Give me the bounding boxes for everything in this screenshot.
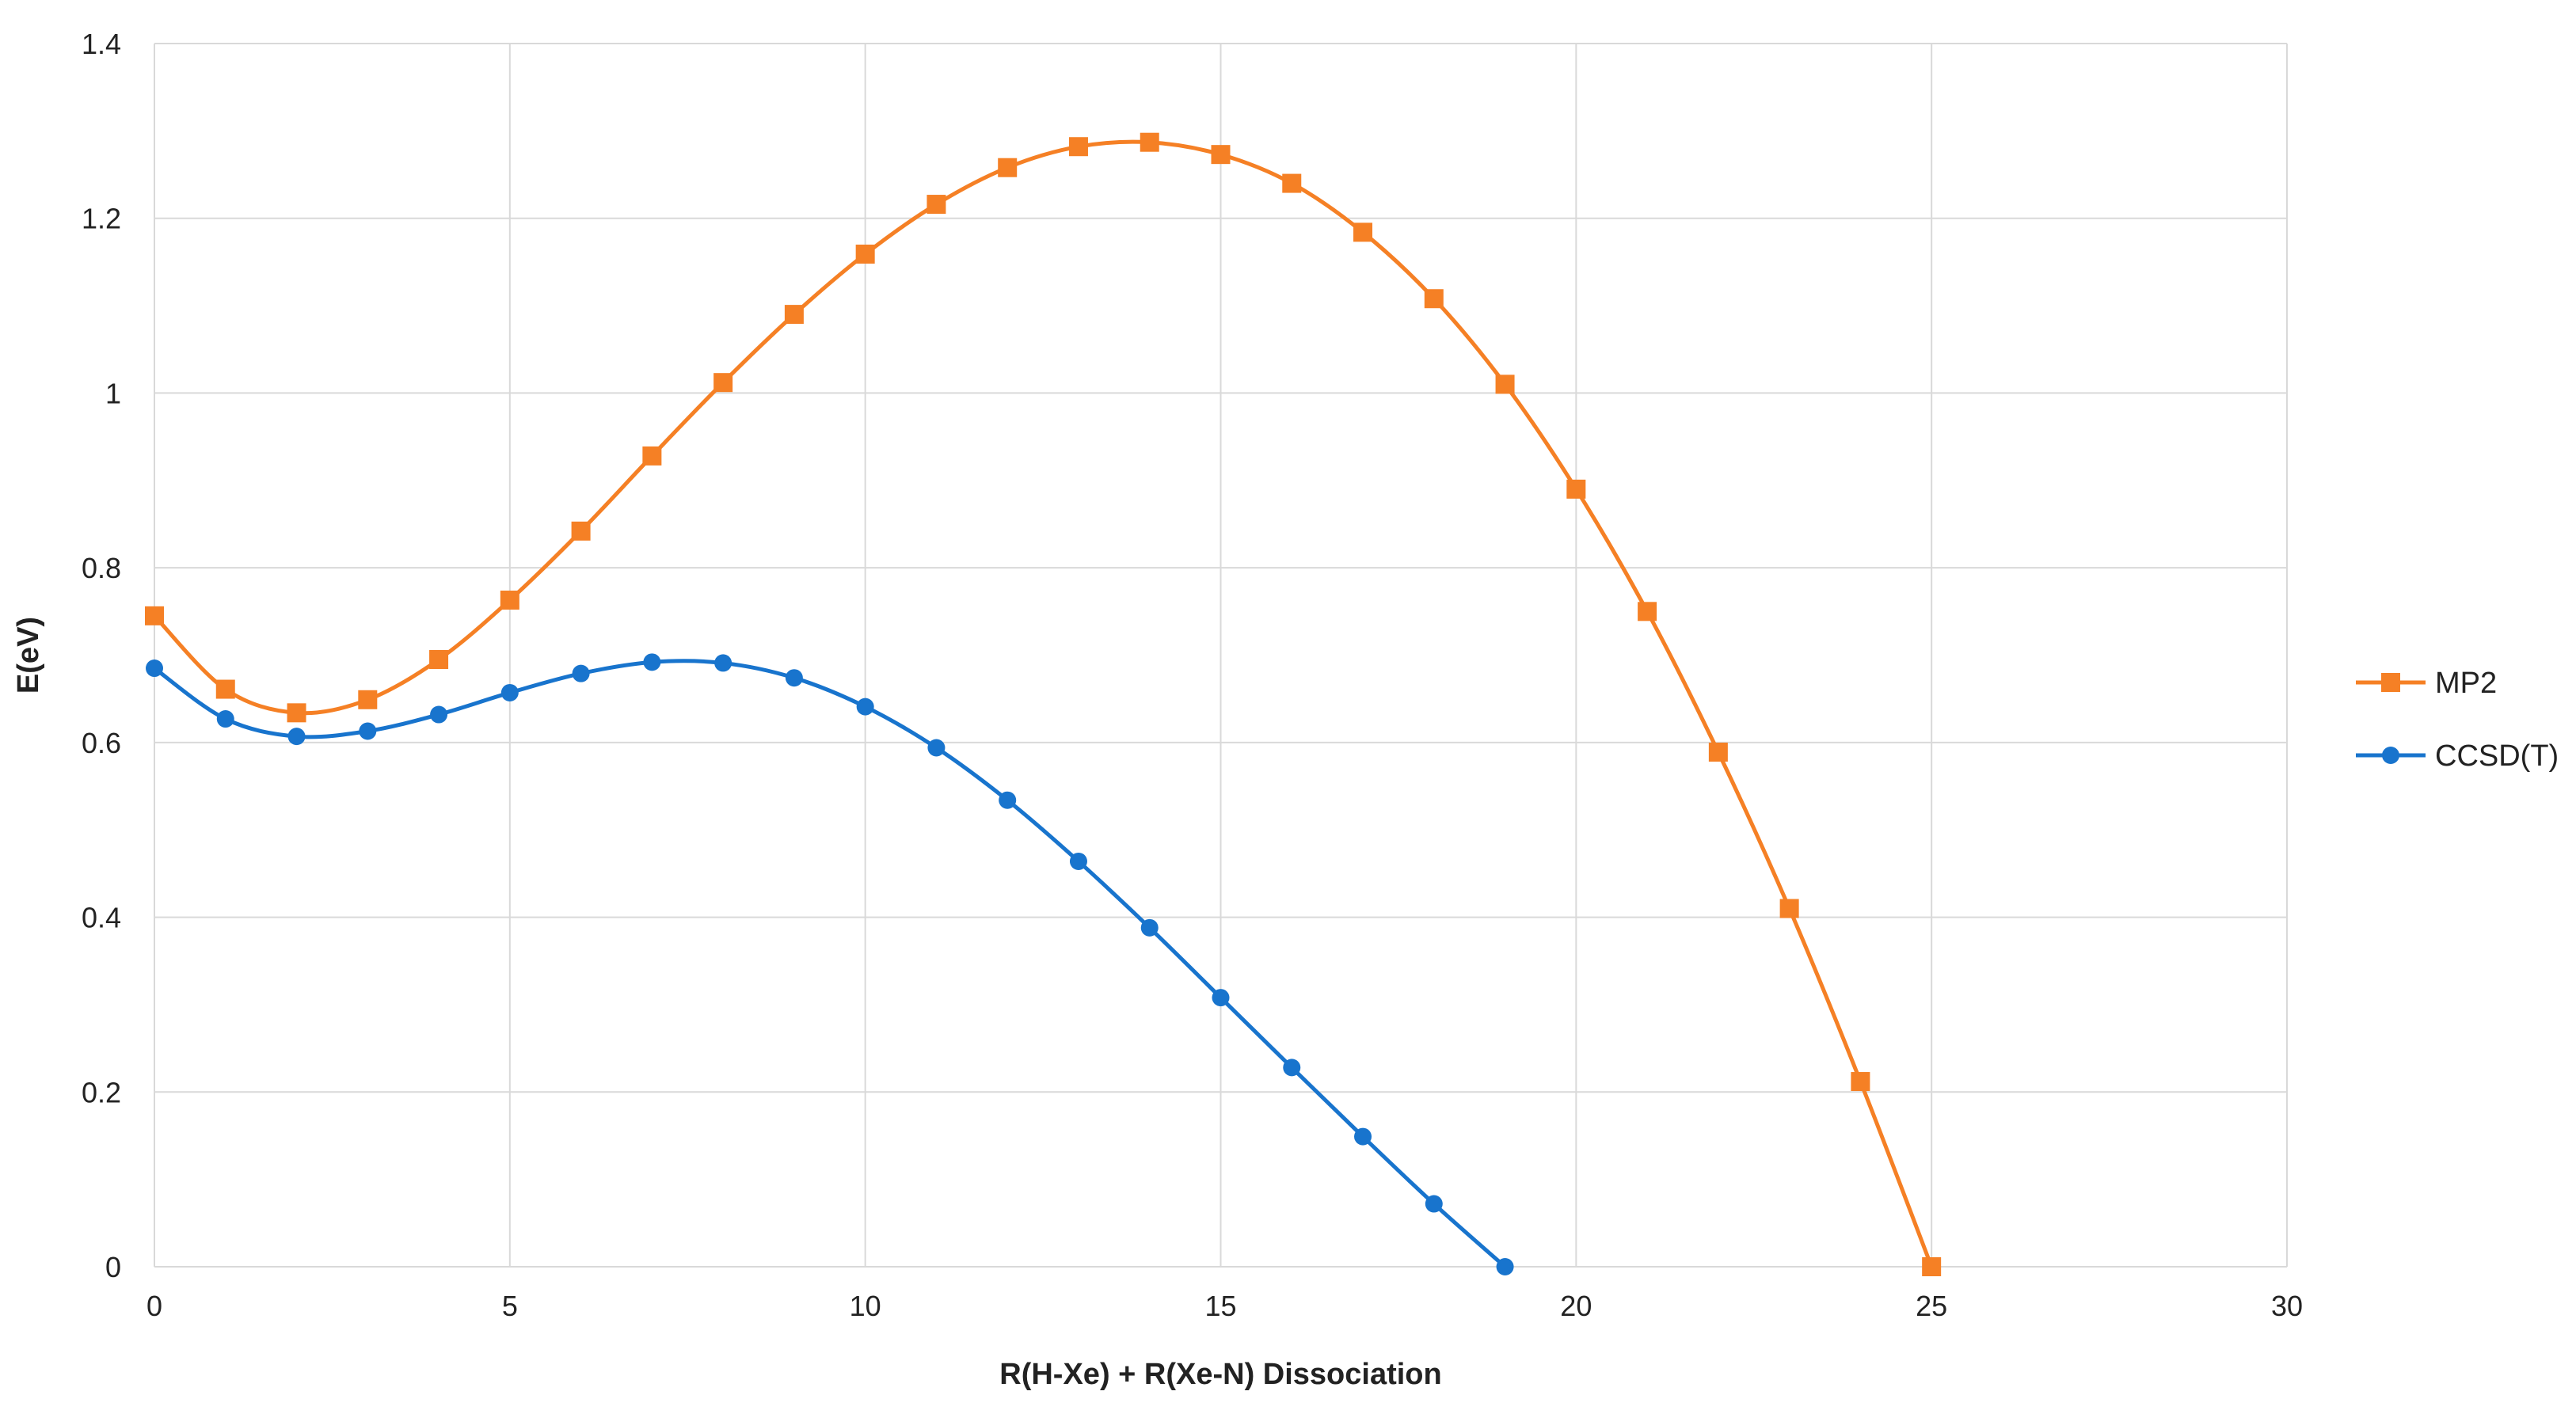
series-line [153,659,1507,1268]
y-tick-label: 0.8 [82,552,121,584]
data-point [500,683,519,701]
legend-marker [2381,673,2400,692]
x-tick-label: 30 [2271,1290,2303,1322]
data-point [1495,374,1515,394]
data-point [500,590,519,610]
data-point [287,703,306,723]
data-point [1211,145,1231,165]
series-layer [145,132,1942,1276]
x-tick-label: 10 [850,1290,881,1322]
data-point [1140,132,1159,152]
data-point [1708,742,1728,762]
series-ccsd-t- [146,653,1514,1275]
data-point [855,244,875,264]
data-point [572,664,590,682]
data-point [358,690,378,709]
y-tick-label: 0.6 [82,727,121,759]
data-point [146,659,163,678]
legend-label: MP2 [2435,667,2497,700]
y-tick-label: 1.4 [82,28,121,60]
data-point [430,705,448,724]
data-point [1069,852,1087,870]
y-axis-title: E(eV) [12,617,45,694]
data-point [1283,1059,1301,1077]
data-point [1566,479,1586,499]
data-point [1779,899,1799,918]
data-point [999,791,1017,809]
data-point [856,697,874,716]
series-line [153,139,1934,1268]
data-point [1353,222,1373,242]
data-point [1068,137,1088,157]
data-point [714,654,732,672]
data-point [1354,1127,1372,1146]
y-tick-label: 0.2 [82,1076,121,1108]
x-tick-label: 5 [502,1290,518,1322]
data-point [287,728,306,746]
data-point [785,669,803,687]
data-point [1424,289,1444,309]
x-axis-title: R(H-Xe) + R(Xe-N) Dissociation [999,1358,1441,1391]
data-point [927,195,946,215]
data-point [1496,1258,1514,1275]
x-tick-label: 20 [1560,1290,1592,1322]
series-mp2 [145,132,1942,1276]
legend-marker [2382,747,2399,764]
data-point [1638,602,1657,621]
y-tick-label: 0 [105,1251,121,1283]
data-point [1851,1072,1870,1092]
data-point [1140,918,1159,937]
data-point [713,373,733,393]
axis-ticks: 0 5 10 15 20 25 30 0 0.2 0.4 0.6 0.8 1 1.2 1.4 [82,28,2303,1322]
data-point [359,722,377,740]
data-point [145,606,164,625]
data-point [1425,1195,1443,1213]
x-tick-label: 25 [1916,1290,1947,1322]
y-tick-label: 0.4 [82,902,121,934]
data-point [215,679,235,699]
x-tick-label: 0 [146,1290,162,1322]
data-point [784,305,804,325]
y-tick-label: 1 [105,377,121,409]
data-point [998,158,1018,177]
data-point [1282,173,1302,193]
legend-item: MP2 [2356,667,2497,700]
data-point [927,739,946,757]
data-point [216,710,234,728]
data-point [643,653,661,671]
legend: MP2 CCSD(T) [2356,667,2559,773]
data-point [642,446,662,466]
legend-label: CCSD(T) [2435,739,2559,773]
data-point [571,521,591,541]
grid [154,43,2288,1268]
data-point [429,650,449,670]
y-tick-label: 1.2 [82,203,121,235]
x-tick-label: 15 [1204,1290,1236,1322]
data-point [1212,989,1230,1007]
legend-item: CCSD(T) [2356,739,2559,773]
data-point [1922,1257,1942,1276]
